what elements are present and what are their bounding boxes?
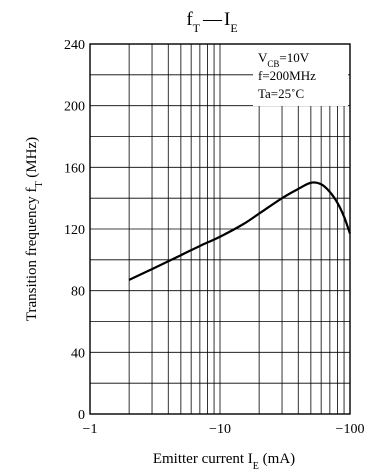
x-tick-label: −10 [209,422,231,437]
series-line [128,181,352,281]
conditions-box: VCB=10V f=200MHz Ta=25˚C [253,44,348,106]
condition-frequency: f=200MHz [258,68,316,83]
y-tick-label: 120 [64,223,85,238]
chart-title: fT — IE [186,9,237,35]
x-tick-labels: −1 −10 −100 [83,422,365,437]
x-tick-label: −100 [336,422,365,437]
y-tick-label: 160 [64,161,85,176]
y-tick-label: 80 [71,285,85,300]
y-tick-label: 240 [64,38,85,53]
y-tick-label: 0 [78,408,85,423]
x-axis-label: Emitter current IE (mA) [153,451,295,472]
y-tick-labels: 0 40 80 120 160 200 240 [64,38,85,423]
y-tick-label: 200 [64,100,85,115]
condition-temperature: Ta=25˚C [258,86,304,101]
plot-frame [89,43,351,415]
y-tick-label: 40 [71,346,85,361]
condition-vcb: VCB=10V [258,50,310,69]
x-tick-label: −1 [83,422,98,437]
y-axis-label: Transition frequency fT (MHz) [24,137,45,321]
